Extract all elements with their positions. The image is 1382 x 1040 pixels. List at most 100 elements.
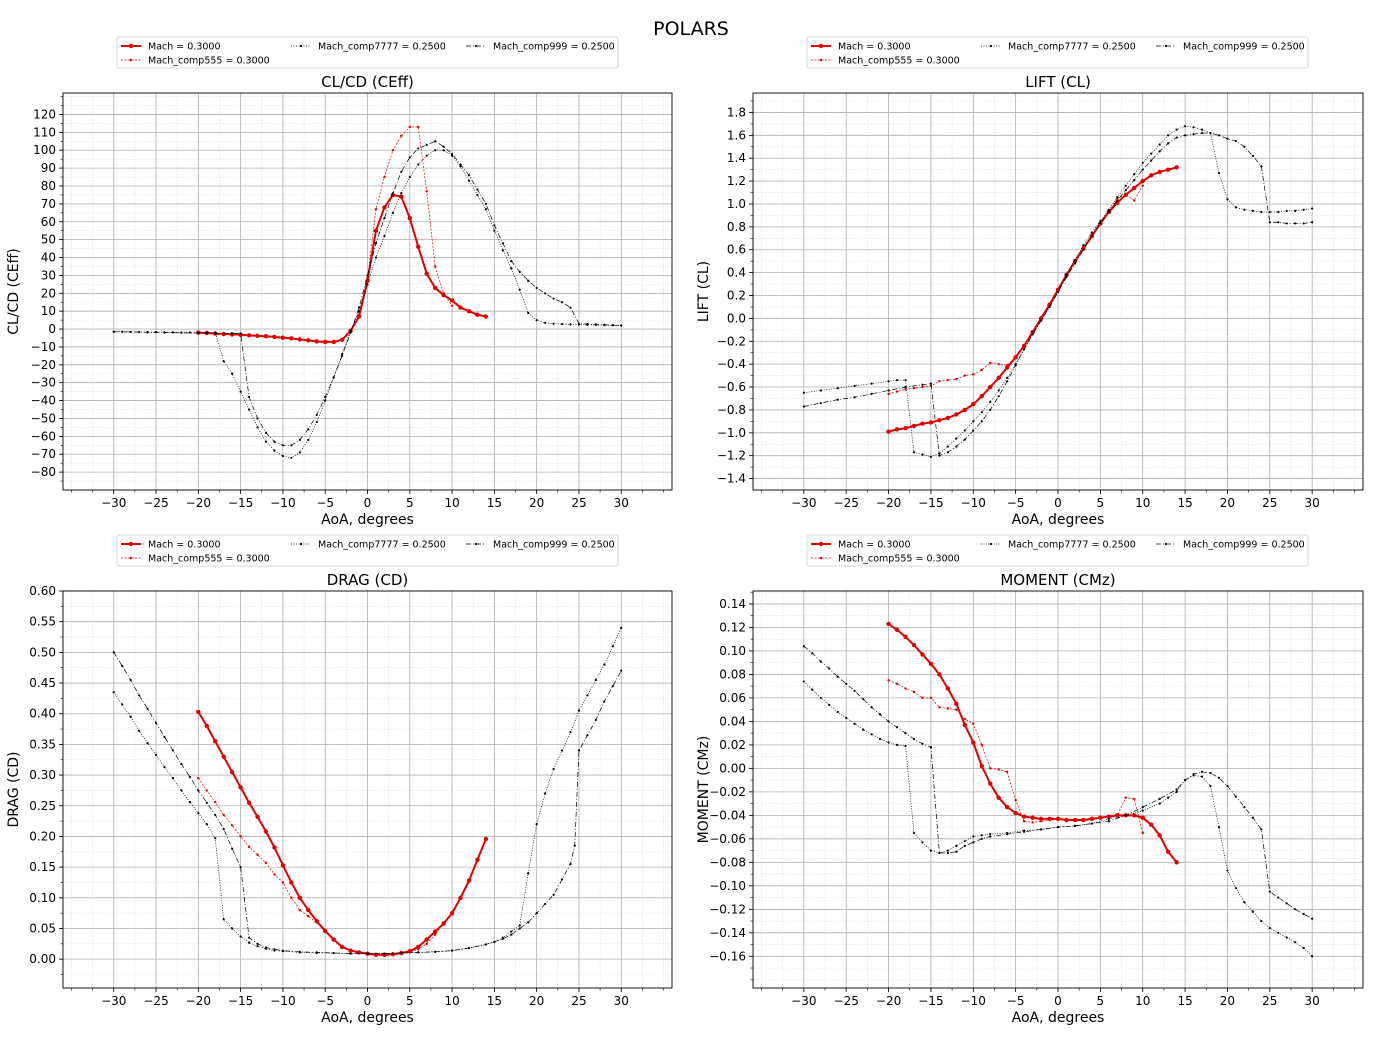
data-point: [962, 722, 968, 728]
legend-label: Mach_comp999 = 0.2500: [1183, 42, 1305, 53]
x-tick-label: 0: [1054, 496, 1062, 510]
data-point: [1277, 210, 1280, 214]
legend-marker: [818, 541, 824, 547]
data-point: [904, 687, 907, 690]
data-point: [256, 417, 259, 420]
legend: Mach = 0.3000 Mach_comp555 = 0.3000 Mach_c…: [806, 36, 1309, 69]
y-tick-label: 1.0: [727, 197, 746, 211]
data-point: [887, 392, 890, 396]
series-3: [112, 140, 623, 447]
data-point: [544, 902, 547, 906]
data-point: [594, 323, 597, 326]
legend-item: Mach_comp7777 = 0.2500: [291, 42, 446, 53]
data-point: [887, 720, 890, 723]
x-tick-label: 20: [1220, 994, 1235, 1008]
data-point: [904, 744, 907, 748]
y-tick-label: 0.08: [719, 667, 746, 681]
data-point: [870, 733, 873, 736]
data-point: [213, 739, 218, 744]
data-point: [315, 413, 318, 416]
data-point: [962, 407, 968, 413]
data-point: [121, 664, 124, 667]
data-point: [340, 945, 344, 949]
data-point: [552, 767, 555, 771]
y-tick-label: 1.2: [727, 174, 746, 188]
series-3: [112, 651, 623, 955]
data-point: [1141, 806, 1144, 809]
data-point: [459, 163, 462, 166]
data-point: [836, 710, 839, 714]
x-tick-label: −20: [876, 496, 901, 510]
data-point: [1023, 348, 1026, 351]
data-point: [1141, 831, 1144, 835]
data-point: [980, 837, 983, 840]
data-point: [853, 396, 856, 399]
data-point: [1133, 199, 1136, 202]
data-point: [450, 949, 454, 952]
data-point: [1217, 134, 1221, 137]
y-axis-label: CL/CD (CEff): [6, 248, 22, 335]
data-point: [594, 718, 597, 721]
data-point: [945, 415, 951, 421]
legend-label: Mach_comp999 = 0.2500: [1183, 540, 1305, 551]
data-point: [1234, 887, 1238, 890]
data-point: [1226, 198, 1229, 201]
data-point: [870, 392, 873, 395]
data-point: [1294, 908, 1297, 911]
data-point: [281, 881, 285, 884]
x-tick-label: −5: [1007, 994, 1025, 1008]
data-point: [239, 866, 242, 869]
y-tick-label: −0.04: [709, 808, 746, 822]
data-point: [442, 292, 445, 295]
data-point: [1082, 818, 1085, 822]
data-point: [493, 224, 496, 227]
data-point: [1260, 919, 1263, 923]
data-point: [586, 322, 589, 326]
y-tick-label: −40: [31, 394, 56, 408]
data-point: [197, 776, 200, 780]
data-point: [391, 211, 394, 214]
data-point: [1243, 145, 1246, 148]
data-point: [434, 140, 437, 143]
data-point: [366, 277, 369, 281]
data-point: [391, 192, 394, 195]
data-point: [315, 420, 318, 424]
data-point: [552, 893, 555, 896]
legend-label: Mach_comp555 = 0.3000: [148, 554, 270, 565]
y-tick-label: −0.16: [709, 949, 746, 963]
data-point: [121, 330, 124, 333]
x-tick-label: −10: [961, 994, 986, 1008]
data-point: [458, 895, 463, 901]
legend-label: Mach_comp555 = 0.3000: [838, 56, 960, 67]
figure-title: POLARS: [653, 18, 729, 40]
data-point: [357, 951, 361, 954]
y-tick-label: 0.40: [29, 707, 56, 721]
data-point: [483, 314, 489, 319]
data-point: [1311, 221, 1314, 224]
data-point: [1175, 790, 1178, 793]
y-tick-label: −0.10: [709, 879, 746, 893]
data-point: [1031, 330, 1034, 334]
data-point: [298, 451, 301, 454]
data-point: [416, 944, 421, 950]
data-point: [1175, 788, 1178, 791]
y-tick-label: −0.08: [709, 855, 746, 869]
data-point: [247, 936, 251, 939]
y-tick-label: 0.45: [29, 676, 56, 690]
data-point: [408, 125, 411, 129]
data-point: [963, 438, 966, 441]
data-point: [544, 792, 547, 795]
data-point: [946, 849, 949, 852]
data-point: [432, 929, 438, 934]
data-point: [349, 331, 352, 334]
data-point: [171, 749, 175, 752]
series-3: [802, 131, 1314, 457]
subplot-0: −30 −25 −20 −15 −10 −5 0 5 10 15 20 25 30−80−70−60−5…: [6, 36, 673, 528]
data-point: [963, 717, 967, 721]
data-point: [1039, 828, 1043, 831]
data-point: [1251, 816, 1254, 819]
x-tick-label: −25: [834, 496, 859, 510]
data-point: [205, 801, 208, 804]
data-point: [450, 154, 454, 157]
y-tick-label: 100: [33, 143, 56, 157]
